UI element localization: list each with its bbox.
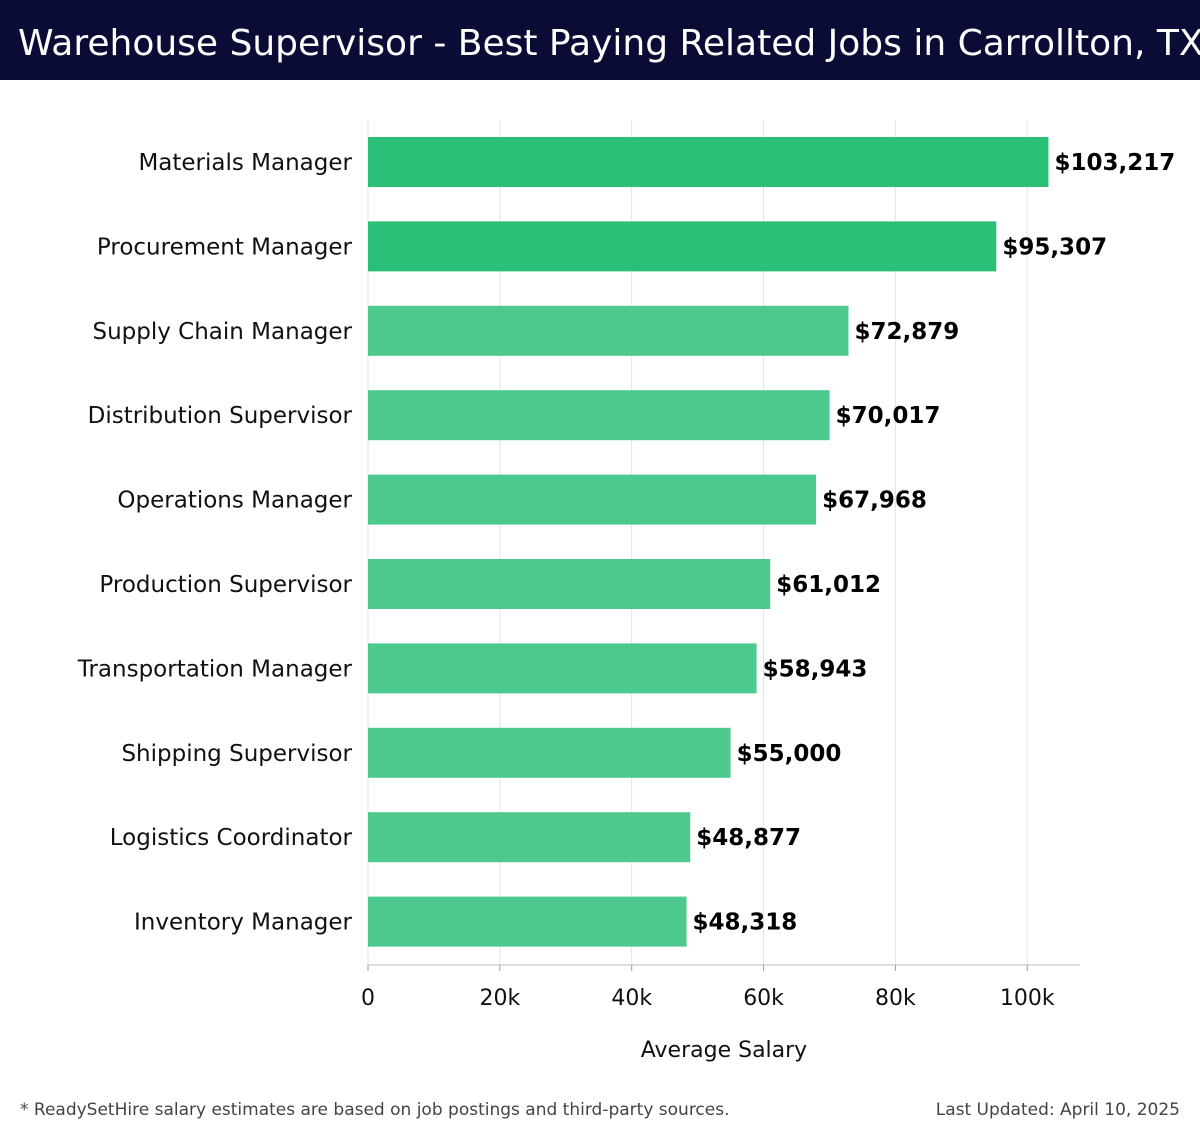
header-bar: Warehouse Supervisor - Best Paying Relat… bbox=[0, 0, 1200, 80]
category-label: Shipping Supervisor bbox=[121, 741, 352, 767]
value-label: $70,017 bbox=[836, 403, 941, 429]
x-tick-label: 100k bbox=[1000, 986, 1055, 1011]
bar bbox=[368, 305, 849, 356]
value-label: $48,877 bbox=[696, 825, 801, 851]
bar bbox=[368, 727, 731, 778]
category-label: Materials Manager bbox=[138, 150, 352, 176]
x-axis-title: Average Salary bbox=[641, 1038, 807, 1063]
category-label: Supply Chain Manager bbox=[92, 319, 352, 345]
bar-layer bbox=[368, 137, 1049, 947]
x-tick-label: 20k bbox=[479, 986, 520, 1011]
category-label: Operations Manager bbox=[117, 488, 352, 514]
value-label: $103,217 bbox=[1054, 150, 1175, 176]
value-label: $61,012 bbox=[776, 572, 881, 598]
bar bbox=[368, 474, 817, 525]
category-label: Procurement Manager bbox=[97, 234, 353, 260]
label-layer: Materials Manager $103,217 Procurement Man… bbox=[77, 150, 1175, 936]
category-label: Production Supervisor bbox=[99, 572, 352, 598]
category-label: Inventory Manager bbox=[134, 910, 353, 936]
bar bbox=[368, 896, 687, 947]
salary-bar-chart: Materials Manager $103,217 Procurement Man… bbox=[77, 120, 1175, 1063]
x-tick-label: 0 bbox=[361, 986, 375, 1011]
category-label: Distribution Supervisor bbox=[88, 403, 353, 429]
x-tick-label: 60k bbox=[743, 986, 784, 1011]
category-label: Transportation Manager bbox=[77, 656, 353, 682]
x-tick-label: 80k bbox=[875, 986, 916, 1011]
value-label: $58,943 bbox=[763, 656, 868, 682]
bar bbox=[368, 559, 771, 609]
footer-disclaimer: * ReadySetHire salary estimates are base… bbox=[20, 1100, 730, 1120]
bar bbox=[368, 137, 1049, 187]
page-title: Warehouse Supervisor - Best Paying Relat… bbox=[18, 23, 1200, 64]
last-updated: Last Updated: April 10, 2025 bbox=[935, 1100, 1180, 1120]
x-tick-label: 40k bbox=[611, 986, 652, 1011]
bar bbox=[368, 221, 997, 272]
value-label: $55,000 bbox=[737, 741, 842, 767]
bar bbox=[368, 643, 757, 694]
bar bbox=[368, 812, 691, 863]
value-label: $95,307 bbox=[1002, 234, 1107, 260]
bar bbox=[368, 390, 830, 441]
axis-layer: 0 20k 40k 60k 80k 100k Average Salary bbox=[361, 964, 1080, 1063]
value-label: $67,968 bbox=[822, 488, 927, 514]
value-label: $48,318 bbox=[693, 910, 798, 936]
category-label: Logistics Coordinator bbox=[110, 825, 353, 851]
value-label: $72,879 bbox=[854, 319, 959, 345]
